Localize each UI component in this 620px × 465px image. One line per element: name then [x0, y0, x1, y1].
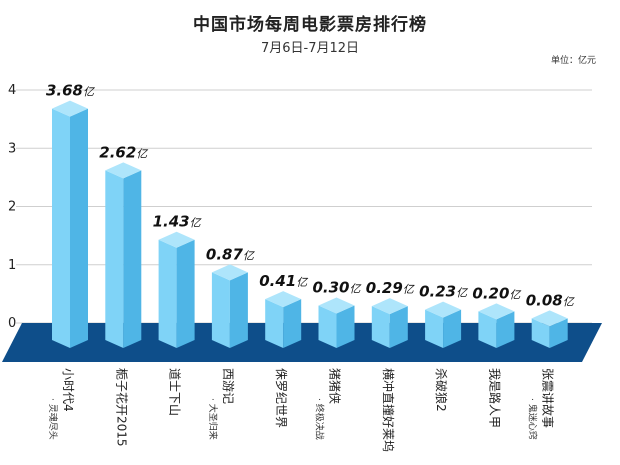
- bar-side: [283, 299, 302, 348]
- bar-side: [496, 311, 515, 348]
- bar-side: [549, 318, 568, 348]
- bar-top: [158, 231, 195, 248]
- bar-side: [443, 309, 462, 348]
- x-tick-sublabel: · 鬼迷心窍: [527, 398, 539, 440]
- x-tick-label: 侏罗纪世界: [274, 368, 288, 428]
- data-label: 0.29亿: [366, 279, 416, 297]
- data-label: 1.43亿: [153, 213, 203, 231]
- bar: [211, 272, 230, 348]
- bar: [425, 309, 444, 348]
- data-label: 3.68亿: [46, 82, 96, 100]
- bar-side: [389, 306, 408, 348]
- y-tick-label: 1: [8, 258, 16, 273]
- x-tick-sublabel: · 终极决战: [314, 398, 326, 440]
- data-label: 0.23亿: [419, 283, 469, 301]
- bar: [478, 311, 497, 348]
- y-tick-label: 2: [8, 200, 16, 215]
- y-tick-label: 4: [8, 83, 16, 98]
- y-tick-label: 0: [8, 316, 16, 331]
- bar-top: [265, 291, 302, 308]
- x-tick-label: 道士下山: [168, 368, 182, 416]
- x-tick-sublabel: · 大圣归来: [207, 398, 219, 440]
- bar: [371, 306, 390, 348]
- x-tick-label: 栀子花开2015: [114, 368, 129, 447]
- data-label: 2.62亿: [99, 143, 149, 161]
- data-label: 0.87亿: [206, 245, 256, 263]
- bar-top: [478, 303, 515, 320]
- bar-top: [211, 264, 248, 281]
- bar: [318, 305, 337, 348]
- x-tick-label: 横冲直撞好莱坞: [381, 368, 396, 452]
- bar-top: [105, 162, 142, 179]
- data-label: 0.08亿: [526, 291, 576, 309]
- bar-top: [52, 100, 88, 117]
- bar-side: [176, 239, 195, 348]
- x-tick-label: 杀破狼2: [434, 368, 449, 412]
- bar: [265, 299, 284, 348]
- x-tick-label: 张震讲故事: [541, 368, 556, 428]
- chart-header: 中国市场每周电影票房排行榜 7月6日-7月12日: [0, 10, 620, 56]
- bar-side: [229, 272, 248, 348]
- data-label: 0.41亿: [259, 272, 309, 290]
- y-tick-label: 3: [8, 141, 16, 156]
- bar-side: [336, 305, 355, 348]
- bar-side: [123, 170, 142, 348]
- x-tick-label: 小时代4: [61, 368, 75, 412]
- bar: [531, 318, 550, 348]
- bar-top: [371, 298, 408, 315]
- x-tick-label: 猪猪侠: [328, 368, 342, 404]
- bar-top: [425, 301, 462, 318]
- x-tick-label: 西游记: [221, 368, 235, 404]
- bar: [158, 239, 177, 348]
- bar: [52, 108, 70, 348]
- bar-side: [70, 108, 88, 348]
- bar-top: [318, 297, 355, 314]
- data-label: 0.20亿: [472, 284, 522, 302]
- bar-top: [531, 310, 568, 327]
- chart-subtitle: 7月6日-7月12日: [260, 41, 360, 56]
- x-tick-sublabel: · 灵魂尽头: [47, 398, 59, 440]
- chart-title: 中国市场每周电影票房排行榜: [193, 15, 427, 35]
- unit-label: 单位：亿元: [550, 56, 596, 66]
- x-tick-label: 我是路人甲: [487, 368, 502, 428]
- data-label: 0.30亿: [312, 279, 362, 297]
- bar: [105, 170, 124, 348]
